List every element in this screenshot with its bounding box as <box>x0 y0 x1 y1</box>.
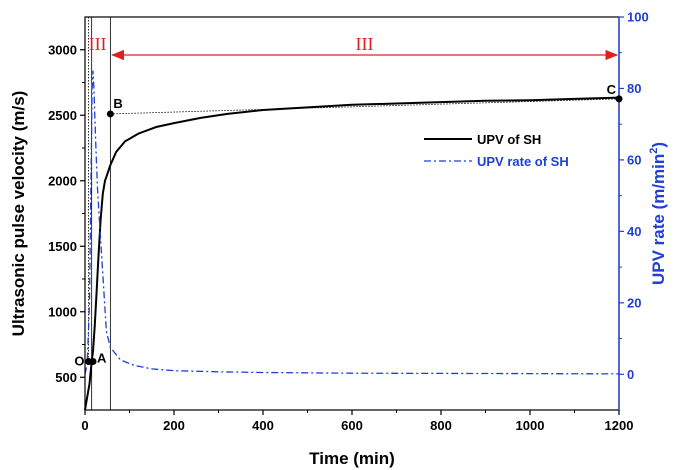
y-tick-label: 2000 <box>48 173 77 188</box>
x-tick-label: 800 <box>430 418 452 433</box>
y2-tick-label: 40 <box>627 224 641 239</box>
y2-tick-label: 60 <box>627 152 641 167</box>
legend-label-upv: UPV of SH <box>477 132 541 147</box>
point-a-marker <box>89 358 97 366</box>
y-axis-title: Ultrasonic pulse velocity (m/s) <box>9 91 28 337</box>
y2-tick-label: 80 <box>627 81 641 96</box>
plot-frame <box>84 16 620 411</box>
legend-label-upv-rate: UPV rate of SH <box>477 154 569 169</box>
x-axis-title: Time (min) <box>309 449 395 468</box>
point-o-label: O <box>74 354 84 369</box>
x-tick-label: 0 <box>81 418 88 433</box>
region-label-iii: III <box>355 34 373 54</box>
guide-line-b-c <box>110 98 620 115</box>
point-a-label: A <box>97 351 107 366</box>
y2-tick-label: 20 <box>627 295 641 310</box>
y2-tick-label: 0 <box>627 367 634 382</box>
y2-axis-title: UPV rate (m/min2) <box>648 142 668 285</box>
y-tick-label: 500 <box>55 370 77 385</box>
y-tick-label: 1000 <box>48 304 77 319</box>
x-tick-label: 400 <box>252 418 274 433</box>
legend: UPV of SH UPV rate of SH <box>424 132 569 169</box>
x-tick-label: 1200 <box>605 418 634 433</box>
y-tick-label: 2500 <box>48 108 77 123</box>
x-tick-label: 200 <box>163 418 185 433</box>
series-line-upv <box>84 96 620 411</box>
y2-tick-label: 100 <box>627 10 649 25</box>
x-tick-label: 1000 <box>516 418 545 433</box>
region-label-i: I <box>89 34 95 54</box>
y-tick-label: 1500 <box>48 239 77 254</box>
point-c-label: C <box>607 82 617 97</box>
region-label-ii: II <box>95 34 107 54</box>
x-tick-label: 600 <box>341 418 363 433</box>
point-b-label: B <box>113 96 122 111</box>
point-c-marker <box>615 95 623 103</box>
y-tick-label: 3000 <box>48 42 77 57</box>
series-line-upv-rate <box>84 70 620 375</box>
point-b-marker <box>106 110 114 118</box>
